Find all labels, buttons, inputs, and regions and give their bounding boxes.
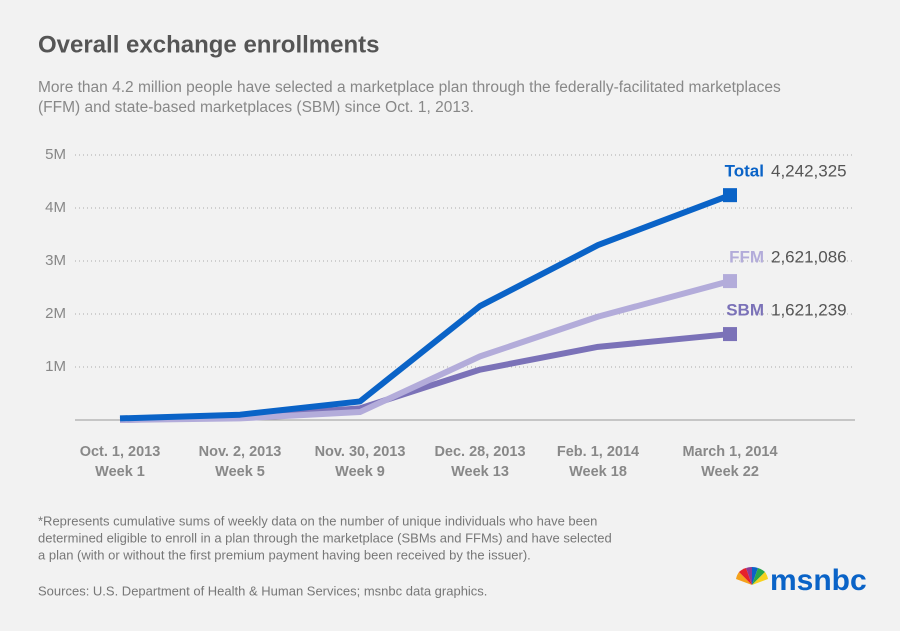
subtitle: More than 4.2 million people have select… (38, 79, 781, 96)
end-marker (723, 327, 737, 342)
series-line (119, 192, 732, 422)
x-tick-label: Week 22 (701, 464, 759, 480)
footnote: determined eligible to enroll in a plan … (38, 530, 612, 545)
source: Sources: U.S. Department of Health & Hum… (38, 583, 487, 598)
series-line (119, 278, 731, 423)
legend-label: FFM (729, 248, 764, 267)
end-marker (723, 188, 737, 203)
y-tick-label: 5M (45, 146, 66, 163)
chart-title: Overall exchange enrollments (38, 31, 379, 58)
x-tick-label: Nov. 30, 2013 (315, 444, 406, 460)
logo: msnbc (770, 564, 867, 597)
x-tick-label: Week 1 (95, 464, 145, 480)
data-label: 2,621,086 (771, 248, 847, 267)
x-tick-label: Oct. 1, 2013 (80, 444, 161, 460)
end-marker (723, 274, 737, 289)
x-tick-label: Feb. 1, 2014 (557, 444, 639, 460)
y-tick-label: 3M (45, 252, 66, 269)
footnote: *Represents cumulative sums of weekly da… (38, 513, 597, 528)
footnote: a plan (with or without the first premiu… (38, 547, 531, 562)
x-tick-label: Week 18 (569, 464, 627, 480)
x-tick-label: Week 5 (215, 464, 265, 480)
x-tick-label: Nov. 2, 2013 (199, 444, 282, 460)
subtitle: (FFM) and state-based marketplaces (SBM)… (38, 99, 474, 116)
data-label: 1,621,239 (771, 301, 847, 320)
legend-label: Total (725, 162, 764, 181)
x-tick-label: March 1, 2014 (682, 444, 777, 460)
data-label: 4,242,325 (771, 162, 847, 181)
logo-icon (736, 566, 768, 585)
x-tick-label: Dec. 28, 2013 (434, 444, 525, 460)
x-tick-label: Week 13 (451, 464, 509, 480)
x-tick-label: Week 9 (335, 464, 385, 480)
y-tick-label: 4M (45, 199, 66, 216)
legend-label: SBM (726, 301, 764, 320)
y-tick-label: 2M (45, 305, 66, 322)
y-tick-label: 1M (45, 358, 66, 375)
